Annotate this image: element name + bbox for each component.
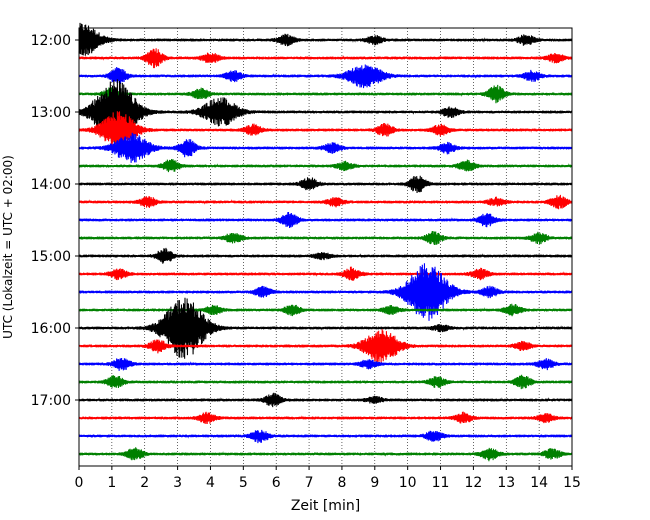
x-tick-label: 1 (107, 475, 116, 491)
y-tick-label: 15:00 (31, 249, 71, 265)
trace-1300 (78, 79, 573, 144)
y-axis-label: UTC (Lokalzeit = UTC + 02:00) (1, 155, 15, 339)
x-tick-label: 7 (305, 475, 314, 491)
grid-layer (111, 28, 540, 466)
x-tick-label: 2 (140, 475, 149, 491)
trace-1215 (78, 48, 573, 69)
trace-1315 (78, 111, 573, 149)
y-tick-label: 16:00 (31, 321, 71, 337)
trace-1715 (78, 411, 573, 425)
trace-1345 (78, 159, 573, 173)
trace-1330 (78, 132, 573, 163)
y-tick-label: 17:00 (31, 393, 71, 409)
trace-1400 (78, 175, 573, 194)
trace-1500 (78, 247, 573, 264)
y-tick-label: 14:00 (31, 177, 71, 193)
x-tick-label: 15 (563, 475, 581, 491)
trace-1700 (78, 392, 573, 408)
trace-1230 (78, 64, 573, 89)
trace-1645 (78, 374, 573, 390)
trace-1445 (78, 230, 573, 245)
x-tick-label: 10 (399, 475, 417, 491)
plot-frame (78, 27, 573, 467)
x-tick-label: 9 (370, 475, 379, 491)
y-tick-label: 12:00 (31, 33, 71, 49)
x-tick-label: 6 (272, 475, 281, 491)
trace-1730 (78, 429, 573, 444)
trace-1415 (78, 194, 573, 210)
trace-1600 (78, 297, 573, 359)
trace-1515 (78, 266, 573, 281)
trace-1245 (78, 84, 573, 104)
x-tick-label: 12 (464, 475, 482, 491)
x-tick-label: 8 (337, 475, 346, 491)
x-tick-label: 14 (530, 475, 548, 491)
trace-1200 (78, 22, 573, 56)
x-axis-label: Zeit [min] (291, 498, 360, 514)
x-tick-label: 4 (206, 475, 215, 491)
trace-1530 (78, 263, 573, 321)
x-tick-label: 3 (173, 475, 182, 491)
x-tick-label: 0 (75, 475, 84, 491)
y-ticks: 12:00 13:00 14:00 15:00 16:00 17:00 (31, 33, 79, 409)
y-tick-label: 13:00 (31, 105, 71, 121)
trace-1430 (78, 211, 573, 229)
x-tick-label: 13 (497, 475, 515, 491)
trace-1630 (78, 358, 573, 371)
trace-1615 (78, 329, 573, 363)
x-tick-label: 5 (239, 475, 248, 491)
x-ticks: 0 1 2 3 4 5 6 7 8 9 10 11 12 13 14 15 (75, 466, 581, 491)
x-tick-label: 11 (432, 475, 450, 491)
trace-1745 (78, 447, 573, 462)
trace-1545 (78, 303, 573, 317)
trace-layer (78, 22, 573, 462)
